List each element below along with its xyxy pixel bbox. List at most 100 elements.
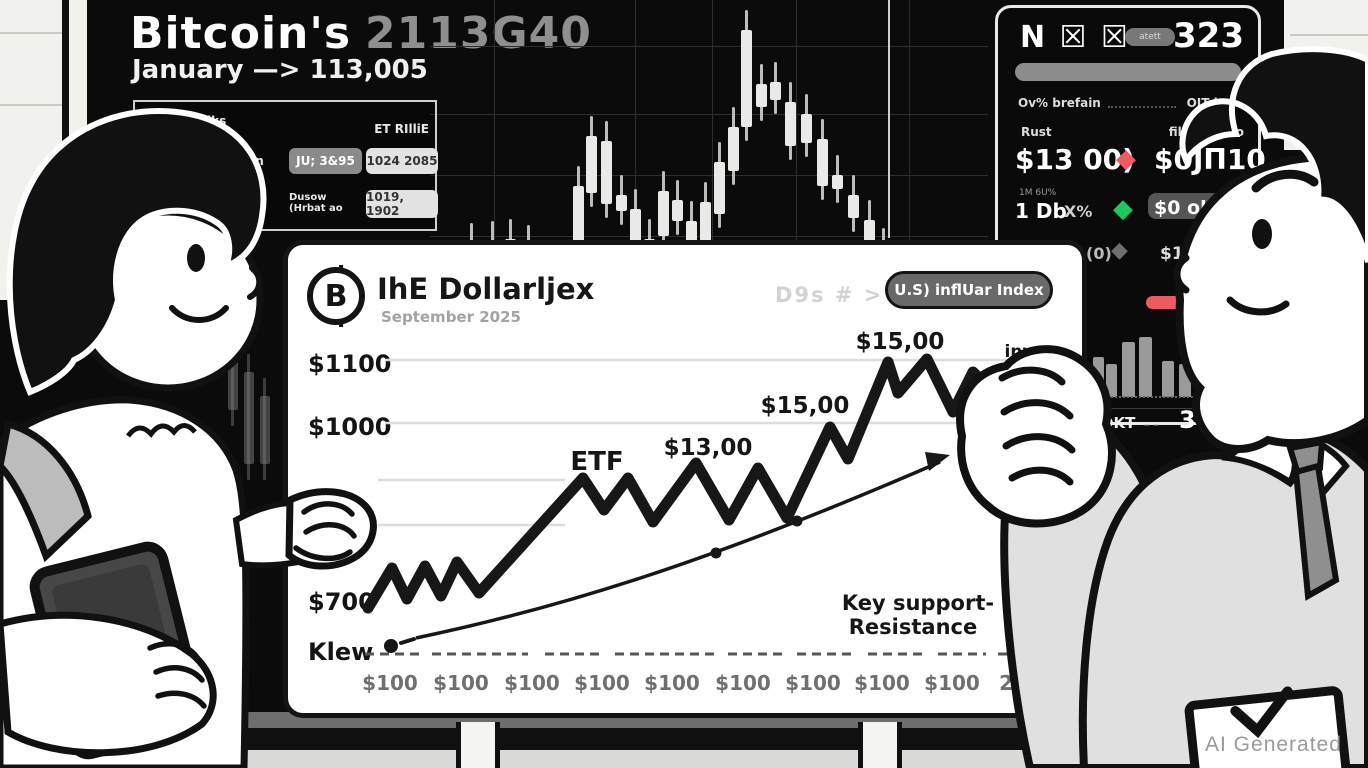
x-axis-label: $100 — [715, 671, 771, 695]
candle-body — [573, 186, 584, 254]
chart-annotation: $13,00 — [663, 435, 753, 461]
backpack-strap — [0, 419, 92, 563]
grid-hline — [430, 46, 988, 47]
woman-hair — [6, 108, 267, 396]
woman-holding-fingers — [147, 641, 207, 709]
screen-title-word: Bitcoin's — [130, 8, 352, 59]
man-hair — [1179, 46, 1368, 263]
check-icon — [1230, 686, 1293, 739]
chart-annotation: ETF — [570, 447, 624, 477]
desk-post-right — [858, 722, 902, 768]
screen-title: Bitcoin's 2113G40 — [130, 8, 592, 59]
woman-eye — [187, 244, 205, 272]
stats-row2-left: Rust — [1021, 125, 1052, 139]
pointing-hand-fingers — [293, 501, 357, 562]
card-title: IhE Dollarljex — [377, 272, 595, 306]
candle-body — [714, 162, 725, 214]
etf-row2-label: Dusow (Hrbat ao — [289, 192, 343, 214]
fist-fingers — [998, 366, 1076, 486]
candle-body — [817, 139, 828, 186]
faint-candle-body — [244, 372, 254, 464]
clipboard — [1184, 686, 1352, 768]
stats-small-note: 1M 6U% — [1019, 188, 1057, 198]
candle-body — [770, 82, 781, 100]
candle-body — [801, 114, 812, 143]
etf-button-light[interactable]: 1024 2085 — [366, 148, 438, 174]
grid-vline — [796, 0, 797, 256]
etf-button-light-2[interactable]: 1019, 1902 — [366, 190, 438, 218]
y-axis-label: $1000 — [308, 413, 392, 441]
trend-line — [415, 460, 941, 640]
desk-post-left — [456, 722, 500, 768]
candle-body — [658, 191, 669, 236]
x-axis-label: $100 — [924, 671, 980, 695]
volume-bar — [1122, 342, 1135, 397]
grid-vline — [712, 0, 713, 256]
stats-footer-value: 3 — [1179, 406, 1196, 434]
man-nose — [1173, 254, 1190, 294]
candle-wick — [491, 221, 494, 256]
bitcoin-icon-tick-bottom — [339, 319, 343, 327]
chart-annotation: $15,00 — [760, 393, 850, 419]
y-axis-label: Klew — [308, 638, 374, 666]
screen-divider-line — [888, 0, 890, 238]
grid-hline — [430, 114, 988, 115]
candle-body — [728, 127, 739, 171]
candle-body — [630, 209, 641, 250]
bitcoin-icon-tick-top — [339, 265, 343, 273]
stats-dotted-leader — [1108, 96, 1176, 108]
stats-progress-bar — [1015, 63, 1241, 81]
diamond-gray-icon: ◆ — [1111, 238, 1128, 263]
grid-vline — [494, 0, 495, 256]
man-eye — [1252, 219, 1272, 249]
clipboard-board — [1184, 686, 1352, 768]
candle-body — [785, 102, 796, 146]
bitcoin-icon: B — [307, 265, 365, 327]
x-axis-label: $100 — [362, 671, 418, 695]
candle-body — [756, 84, 767, 107]
candle-wick — [509, 219, 512, 256]
candle-body — [741, 30, 752, 127]
diamond-red-icon: ◆ — [1116, 144, 1136, 174]
volume-bar — [1106, 364, 1117, 397]
candle-body — [616, 195, 627, 211]
index-button[interactable]: U.S) inflUar Index — [885, 271, 1053, 309]
x-axis-label: $100 — [854, 671, 910, 695]
trend-start-dash — [399, 637, 416, 645]
stats-footer-dots: – – — [1144, 418, 1159, 431]
breadcrumb[interactable]: D9s # > — [775, 283, 884, 307]
trend-dot — [710, 547, 722, 559]
candle-body — [601, 141, 612, 204]
wall-left-line-2 — [0, 104, 62, 106]
card-subtitle: September 2025 — [381, 308, 521, 326]
y-axis-label: $1100 — [308, 350, 392, 378]
grid-hline — [430, 175, 988, 176]
chart-annotation: Key support- — [841, 591, 995, 615]
stats-value: 323 — [1173, 16, 1244, 56]
volume-bar — [1162, 361, 1174, 397]
x-axis-label: $100 — [644, 671, 700, 695]
woman-character — [0, 108, 377, 768]
grid-vline — [909, 0, 910, 256]
wall-left-line — [0, 32, 62, 34]
screen-subtitle: January —> 113,005 — [132, 55, 428, 85]
candle-body — [700, 202, 711, 252]
chart-annotation: $15,00 — [855, 329, 945, 355]
wall-right-line — [1290, 34, 1368, 36]
candle-wick — [470, 223, 473, 256]
etf-button-dark[interactable]: JU; 3&95 — [289, 148, 362, 174]
screen-title-value: 2113G40 — [365, 8, 592, 59]
man-tie — [1292, 462, 1340, 601]
candle-body — [672, 200, 683, 221]
candle-body — [848, 195, 859, 218]
grid-vline — [635, 0, 636, 256]
stats-pill: atett — [1125, 28, 1175, 46]
stats-price-left: $13 00) — [1015, 143, 1135, 176]
diamond-green-icon: ◆ — [1113, 194, 1133, 224]
faint-candle-body — [260, 396, 270, 464]
trend-dot — [791, 515, 803, 527]
candle-wick — [648, 219, 651, 256]
